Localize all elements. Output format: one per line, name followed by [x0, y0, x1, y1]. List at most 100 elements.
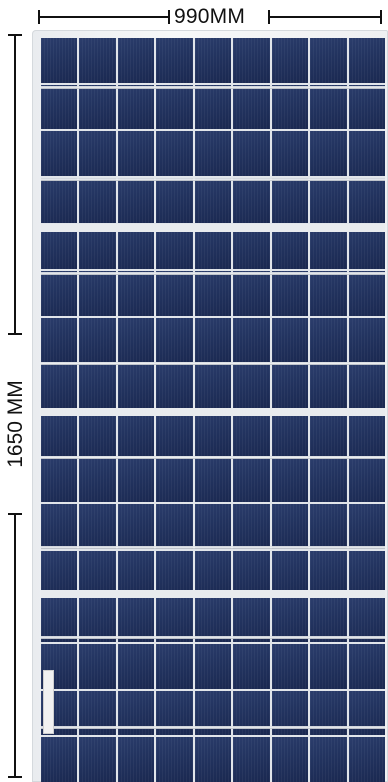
solar-cell: [310, 38, 347, 83]
solar-cell: [233, 504, 270, 549]
solar-cell: [117, 271, 155, 316]
solar-cell: [271, 457, 309, 503]
solar-cell: [271, 644, 309, 689]
solar-cell: [41, 457, 78, 503]
solar-cell: [194, 271, 232, 316]
solar-cell: [41, 364, 78, 409]
width-dimension-left-line: [38, 16, 168, 18]
solar-cell: [348, 737, 385, 782]
solar-cell: [233, 644, 270, 689]
solar-cell: [348, 550, 385, 596]
width-dimension-inner-left-tick: [168, 10, 170, 24]
solar-cell: [79, 177, 116, 223]
solar-cell: [233, 364, 270, 409]
solar-cell: [79, 271, 116, 316]
solar-cell: [348, 504, 385, 549]
solar-panel-cells: [41, 38, 385, 782]
solar-cell: [271, 84, 309, 130]
solar-cell: [117, 597, 155, 643]
busbar: [41, 272, 385, 275]
solar-cell: [194, 504, 232, 549]
solar-cell: [348, 38, 385, 83]
solar-cell: [310, 364, 347, 409]
solar-cell: [271, 271, 309, 316]
solar-cell: [310, 597, 347, 643]
solar-cell: [156, 38, 193, 83]
solar-cell: [348, 644, 385, 689]
solar-cell: [117, 644, 155, 689]
solar-cell: [194, 644, 232, 689]
solar-cell: [348, 411, 385, 456]
solar-cell: [156, 550, 193, 596]
solar-cell: [271, 177, 309, 223]
solar-cell: [233, 131, 270, 176]
solar-cell: [194, 84, 232, 130]
solar-cell: [79, 504, 116, 549]
height-dimension-inner-top-tick: [8, 333, 22, 335]
solar-cell: [348, 317, 385, 363]
solar-cell: [310, 131, 347, 176]
solar-cell: [79, 457, 116, 503]
solar-cell: [117, 38, 155, 83]
solar-cell: [271, 131, 309, 176]
solar-cell: [271, 737, 309, 782]
height-dimension-top-line: [14, 34, 16, 334]
solar-cell: [348, 131, 385, 176]
solar-cell: [194, 597, 232, 643]
solar-cell-grid: [41, 38, 385, 782]
width-dimension-right-line: [270, 16, 382, 18]
width-dimension-inner-right-tick: [268, 10, 270, 24]
solar-cell: [194, 177, 232, 223]
solar-cell: [79, 364, 116, 409]
solar-cell: [194, 737, 232, 782]
solar-cell: [79, 131, 116, 176]
solar-cell: [117, 550, 155, 596]
solar-cell: [41, 737, 78, 782]
solar-cell: [310, 177, 347, 223]
solar-cell: [41, 38, 78, 83]
solar-cell: [194, 411, 232, 456]
solar-cell: [156, 177, 193, 223]
solar-cell: [271, 411, 309, 456]
solar-cell: [348, 364, 385, 409]
solar-cell: [271, 504, 309, 549]
solar-cell: [117, 177, 155, 223]
cell-gap-band: [41, 408, 385, 416]
width-label: 990MM: [174, 5, 246, 28]
cell-gap-band: [41, 224, 385, 232]
height-dimension: 1650 MM: [4, 34, 34, 778]
solar-cell: [310, 317, 347, 363]
solar-cell: [348, 271, 385, 316]
solar-cell: [194, 457, 232, 503]
solar-cell: [156, 411, 193, 456]
solar-cell: [79, 737, 116, 782]
solar-cell: [194, 364, 232, 409]
solar-cell: [233, 317, 270, 363]
busbar: [41, 86, 385, 89]
label-sticker: [43, 670, 54, 734]
solar-cell: [233, 271, 270, 316]
solar-cell: [271, 550, 309, 596]
solar-cell: [271, 317, 309, 363]
solar-cell: [156, 317, 193, 363]
solar-cell: [156, 644, 193, 689]
solar-cell: [79, 84, 116, 130]
solar-cell: [348, 84, 385, 130]
height-label: 1650 MM: [4, 380, 27, 468]
solar-cell: [310, 504, 347, 549]
solar-cell: [41, 177, 78, 223]
solar-cell: [233, 550, 270, 596]
busbar: [41, 456, 385, 459]
solar-cell: [233, 38, 270, 83]
solar-cell: [156, 457, 193, 503]
width-dimension-right-tick: [380, 10, 382, 24]
solar-cell: [348, 457, 385, 503]
busbar: [41, 636, 385, 639]
solar-cell: [233, 411, 270, 456]
solar-cell: [79, 597, 116, 643]
solar-cell: [233, 84, 270, 130]
solar-cell: [310, 411, 347, 456]
solar-cell: [156, 737, 193, 782]
solar-cell: [117, 84, 155, 130]
solar-cell: [348, 177, 385, 223]
